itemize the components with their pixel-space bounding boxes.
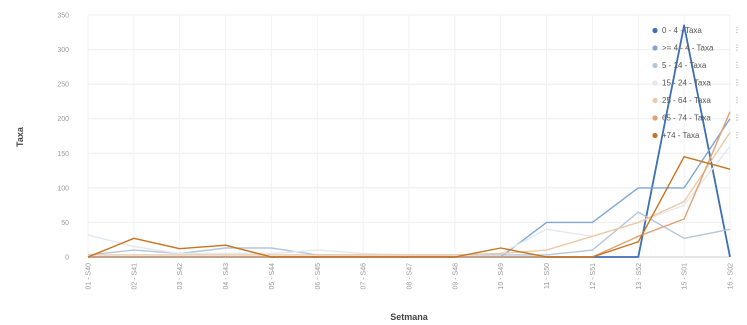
legend-marker xyxy=(652,115,658,121)
legend-marker xyxy=(652,62,658,69)
x-tick-label: 03 - S42 xyxy=(177,263,184,290)
legend-label: 65 - 74 - Taxa xyxy=(662,114,711,123)
legend-menu-icon[interactable]: ⋮ xyxy=(733,43,741,52)
legend-menu-icon[interactable]: ⋮ xyxy=(733,131,741,140)
y-tick-label: 200 xyxy=(57,116,69,123)
x-tick-label: 15 - S01 xyxy=(682,263,689,290)
legend-item[interactable]: +74 - Taxa ⋮ xyxy=(652,131,741,141)
series-line-4 xyxy=(88,132,731,256)
legend-marker xyxy=(652,27,658,34)
y-tick-label: 0 xyxy=(65,255,69,262)
x-tick-label: 07 - S46 xyxy=(361,263,368,290)
legend-item[interactable]: 0 - 4 - Taxa ⋮ xyxy=(652,26,741,36)
y-tick-label: 250 xyxy=(57,82,69,89)
x-tick-label: 02 - S41 xyxy=(131,263,138,290)
x-axis-ticks: 01 - S40 02 - S41 03 - S42 04 - S43 05 - S44… xyxy=(86,263,735,290)
x-tick-label: 08 - S47 xyxy=(407,263,414,290)
y-tick-label: 100 xyxy=(57,185,69,192)
legend-label: 5 - 14 - Taxa xyxy=(662,61,707,70)
legend-label: 15 - 24 - Taxa xyxy=(662,79,711,88)
x-tick-label: 11 - S50 xyxy=(544,263,551,289)
x-tick-label: 10 - S49 xyxy=(498,263,505,290)
legend-item[interactable]: 65 - 74 - Taxa ⋮ xyxy=(652,113,741,123)
legend[interactable]: 0 - 4 - Taxa ⋮>= 4 - 4 - Taxa ⋮5 - 14 - Ta… xyxy=(652,26,741,141)
legend-item[interactable]: 25 - 64 - Taxa ⋮ xyxy=(652,96,741,106)
legend-item[interactable]: 15 - 24 - Taxa ⋮ xyxy=(652,78,741,88)
legend-menu-icon[interactable]: ⋮ xyxy=(733,61,741,70)
series-layer xyxy=(87,24,731,258)
x-tick-label: 06 - S45 xyxy=(315,263,322,290)
legend-menu-icon[interactable]: ⋮ xyxy=(733,78,741,87)
series-line-6 xyxy=(87,155,731,258)
x-tick-label: 13 - S52 xyxy=(636,263,643,290)
legend-menu-icon[interactable]: ⋮ xyxy=(733,113,741,122)
y-tick-label: 150 xyxy=(57,151,69,158)
legend-marker xyxy=(652,80,658,86)
x-tick-label: 01 - S40 xyxy=(86,263,93,290)
legend-marker xyxy=(652,132,658,139)
x-tick-label: 16 - S02 xyxy=(728,263,735,290)
x-tick-label: 09 - S48 xyxy=(452,263,459,290)
y-axis-title: Taxa xyxy=(15,126,25,147)
legend-menu-icon[interactable]: ⋮ xyxy=(733,96,741,105)
y-tick-label: 50 xyxy=(61,220,69,227)
legend-marker xyxy=(652,45,658,51)
grid-layer xyxy=(87,14,731,258)
legend-item[interactable]: >= 4 - 4 - Taxa ⋮ xyxy=(652,43,741,53)
x-tick-label: 05 - S44 xyxy=(269,263,276,290)
y-tick-label: 300 xyxy=(57,47,69,54)
legend-item[interactable]: 5 - 14 - Taxa ⋮ xyxy=(652,61,741,71)
legend-label: >= 4 - 4 - Taxa xyxy=(662,44,714,53)
x-tick-label: 12 - S51 xyxy=(590,263,597,290)
legend-label: +74 - Taxa xyxy=(662,131,700,140)
legend-menu-icon[interactable]: ⋮ xyxy=(733,26,741,35)
x-tick-label: 04 - S43 xyxy=(223,263,230,290)
legend-label: 0 - 4 - Taxa xyxy=(662,26,702,35)
x-axis-title: Setmana xyxy=(390,312,429,322)
y-tick-label: 350 xyxy=(57,13,69,20)
y-axis-ticks: 0 50 100 150 200 250 300 350 xyxy=(57,13,69,262)
legend-marker xyxy=(652,97,658,104)
legend-label: 25 - 64 - Taxa xyxy=(662,96,711,105)
